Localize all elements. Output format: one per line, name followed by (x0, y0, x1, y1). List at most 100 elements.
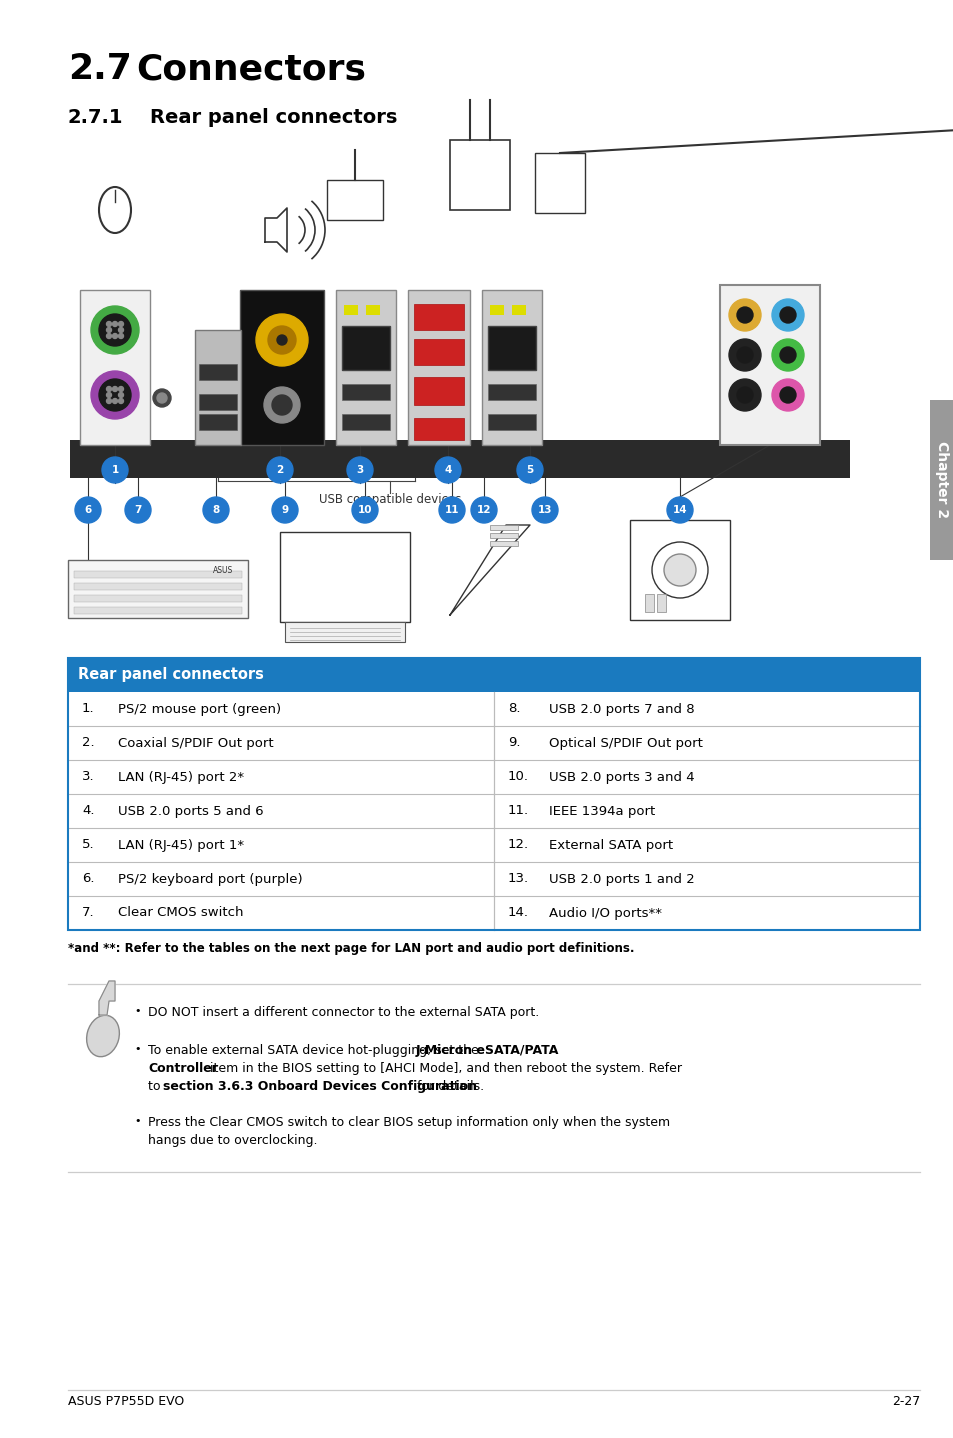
Circle shape (118, 398, 123, 404)
Bar (335, 290, 395, 444)
Text: USB 2.0 ports 7 and 8: USB 2.0 ports 7 and 8 (548, 703, 694, 716)
Text: 3.: 3. (82, 771, 94, 784)
Text: *and **: Refer to the tables on the next page for LAN port and audio port defini: *and **: Refer to the tables on the next… (68, 942, 634, 955)
Text: PS/2 mouse port (green): PS/2 mouse port (green) (118, 703, 281, 716)
Text: 12: 12 (476, 505, 491, 515)
Bar (450, 139, 510, 210)
Text: 4: 4 (444, 464, 451, 475)
Text: 6.: 6. (82, 873, 94, 886)
Text: USB 2.0 ports 1 and 2: USB 2.0 ports 1 and 2 (548, 873, 694, 886)
Text: Press the Clear CMOS switch to clear BIOS setup information only when the system: Press the Clear CMOS switch to clear BIO… (148, 1116, 669, 1129)
Text: USB compatible devices: USB compatible devices (318, 493, 460, 506)
Circle shape (102, 457, 128, 483)
Circle shape (157, 393, 167, 403)
Text: 13: 13 (537, 505, 552, 515)
Text: Chapter 2: Chapter 2 (934, 441, 948, 519)
Circle shape (75, 498, 101, 523)
Bar (70, 440, 849, 477)
Text: 11.: 11. (507, 804, 529, 817)
Polygon shape (265, 209, 287, 252)
Bar (929, 400, 953, 559)
Text: Clear CMOS switch: Clear CMOS switch (118, 906, 243, 919)
Text: 5: 5 (526, 464, 533, 475)
Ellipse shape (87, 1015, 119, 1057)
Circle shape (737, 306, 752, 324)
Circle shape (471, 498, 497, 523)
Text: •: • (133, 1044, 140, 1054)
Text: 12.: 12. (507, 838, 529, 851)
Circle shape (118, 322, 123, 326)
Circle shape (268, 326, 295, 354)
Text: 14.: 14. (507, 906, 529, 919)
Bar (240, 290, 324, 444)
Circle shape (728, 380, 760, 411)
Circle shape (267, 457, 293, 483)
Bar (194, 329, 241, 444)
Text: J-Micron eSATA/PATA: J-Micron eSATA/PATA (416, 1044, 558, 1057)
Text: 1.: 1. (82, 703, 94, 716)
Circle shape (118, 387, 123, 391)
Text: 6: 6 (84, 505, 91, 515)
Bar (408, 290, 470, 444)
Circle shape (737, 387, 752, 403)
Text: USB 2.0 ports 5 and 6: USB 2.0 ports 5 and 6 (118, 804, 263, 817)
Circle shape (276, 335, 287, 345)
Bar (490, 305, 503, 315)
Circle shape (728, 339, 760, 371)
Circle shape (112, 322, 117, 326)
Bar (488, 326, 536, 370)
Text: IEEE 1394a port: IEEE 1394a port (548, 804, 655, 817)
Circle shape (255, 313, 308, 367)
Text: LAN (RJ-45) port 2*: LAN (RJ-45) port 2* (118, 771, 244, 784)
Circle shape (272, 395, 292, 416)
Circle shape (99, 313, 131, 347)
Circle shape (112, 334, 117, 338)
Text: Connectors: Connectors (136, 52, 366, 86)
Circle shape (112, 398, 117, 404)
Text: 1: 1 (112, 464, 118, 475)
Text: 7.: 7. (82, 906, 94, 919)
Circle shape (107, 322, 112, 326)
Circle shape (663, 554, 696, 587)
Circle shape (107, 387, 112, 391)
Circle shape (118, 393, 123, 397)
Bar (414, 418, 463, 440)
Circle shape (780, 387, 795, 403)
Circle shape (107, 328, 112, 332)
Bar (414, 377, 463, 406)
Circle shape (125, 498, 151, 523)
Circle shape (99, 380, 131, 411)
Bar (490, 541, 517, 546)
Bar (657, 594, 665, 613)
Text: Coaxial S/PDIF Out port: Coaxial S/PDIF Out port (118, 736, 274, 749)
Text: for details.: for details. (412, 1080, 483, 1093)
Bar (199, 394, 236, 410)
Bar (344, 305, 357, 315)
Circle shape (771, 299, 803, 331)
Bar (68, 659, 919, 692)
Text: 9.: 9. (507, 736, 520, 749)
Circle shape (118, 328, 123, 332)
Bar (414, 303, 463, 329)
Text: 5.: 5. (82, 838, 94, 851)
Text: Audio I/O ports**: Audio I/O ports** (548, 906, 661, 919)
Text: 2.: 2. (82, 736, 94, 749)
Bar (535, 152, 584, 213)
Text: ASUS: ASUS (213, 567, 233, 575)
Polygon shape (450, 525, 530, 615)
Bar (199, 364, 236, 380)
Circle shape (107, 334, 112, 338)
Text: To enable external SATA device hot-plugging, set the: To enable external SATA device hot-plugg… (148, 1044, 482, 1057)
Circle shape (107, 393, 112, 397)
Bar (481, 290, 541, 444)
Bar (366, 305, 379, 315)
Bar (74, 595, 242, 603)
Text: PS/2 keyboard port (purple): PS/2 keyboard port (purple) (118, 873, 302, 886)
Text: •: • (133, 1116, 140, 1126)
Circle shape (517, 457, 542, 483)
Circle shape (352, 498, 377, 523)
Text: DO NOT insert a different connector to the external SATA port.: DO NOT insert a different connector to t… (148, 1007, 538, 1020)
Bar (488, 384, 536, 400)
Text: USB 2.0 ports 3 and 4: USB 2.0 ports 3 and 4 (548, 771, 694, 784)
Text: section 3.6.3 Onboard Devices Configuration: section 3.6.3 Onboard Devices Configurat… (163, 1080, 476, 1093)
